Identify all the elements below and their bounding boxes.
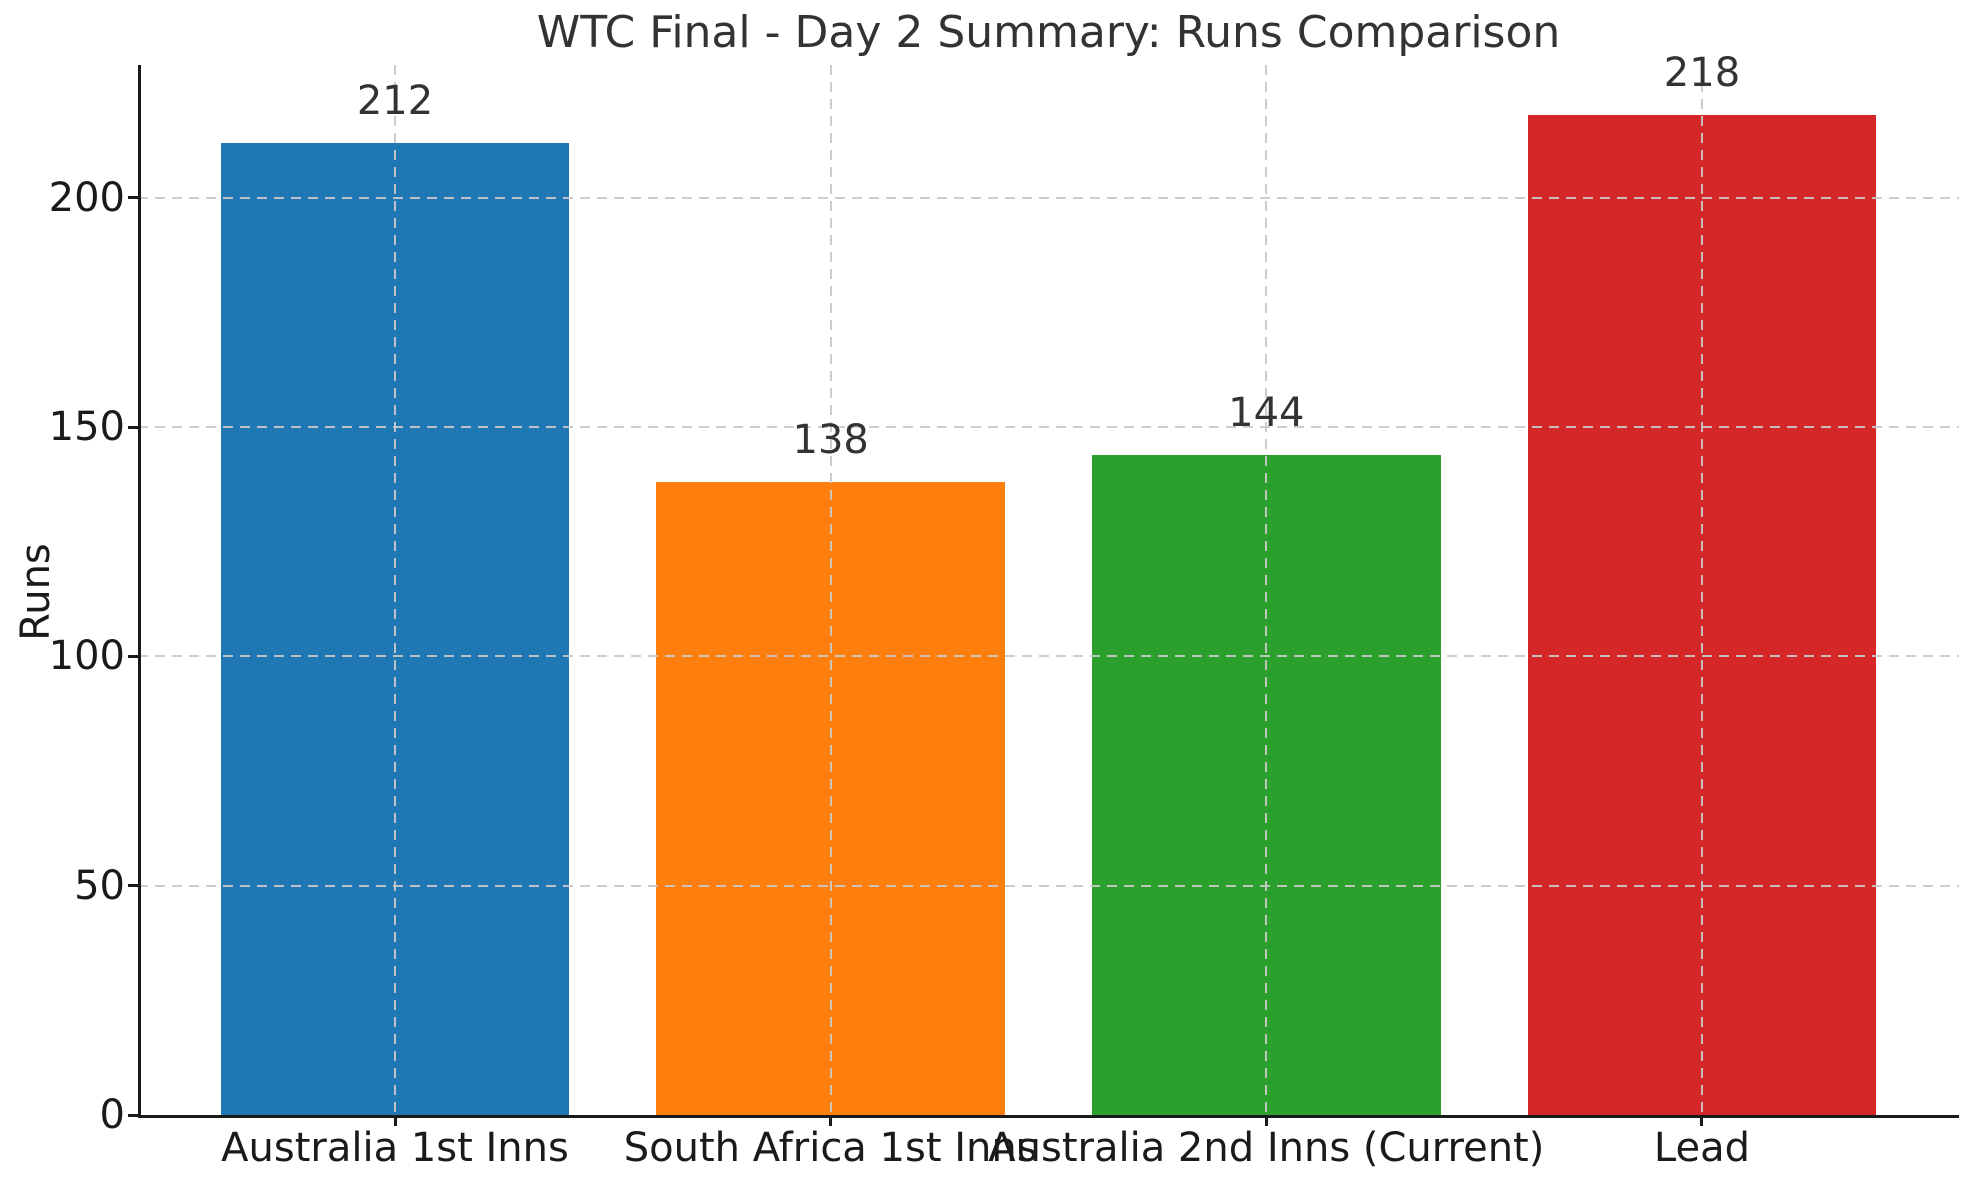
- y-gridline: [138, 884, 1959, 887]
- y-tick-mark: [128, 654, 138, 658]
- x-tick-label: South Africa 1st Inns: [623, 1125, 1038, 1171]
- x-tick-label: Lead: [1653, 1125, 1751, 1171]
- x-axis-spine: [138, 1115, 1959, 1118]
- chart-title: WTC Final - Day 2 Summary: Runs Comparis…: [536, 7, 1561, 58]
- bar-value-label: 144: [1228, 389, 1305, 436]
- y-tick-label: 200: [48, 174, 125, 221]
- y-gridline: [138, 426, 1959, 429]
- y-tick-label: 50: [74, 862, 125, 909]
- x-gridline: [1265, 65, 1268, 1115]
- x-tick-mark: [393, 1116, 397, 1126]
- y-tick-mark: [128, 884, 138, 888]
- y-gridline: [138, 655, 1959, 658]
- x-gridline: [829, 65, 832, 1115]
- x-gridline: [1700, 65, 1703, 1115]
- x-tick-mark: [1700, 1116, 1704, 1126]
- x-tick-label: Australia 2nd Inns (Current): [988, 1125, 1545, 1171]
- y-gridline: [138, 196, 1959, 199]
- bar-value-label: 212: [356, 77, 434, 124]
- y-tick-label: 100: [48, 633, 125, 680]
- y-tick-label: 0: [99, 1092, 125, 1138]
- bar-value-label: 218: [1663, 50, 1741, 97]
- x-tick-mark: [829, 1116, 833, 1126]
- x-gridline: [394, 65, 397, 1115]
- y-tick-mark: [128, 425, 138, 429]
- y-tick-label: 150: [48, 404, 125, 451]
- plot-area: [138, 65, 1959, 1115]
- y-axis-spine: [138, 65, 141, 1118]
- y-axis-label: Runs: [13, 543, 59, 641]
- x-tick-mark: [1264, 1116, 1268, 1126]
- x-tick-label: Australia 1st Inns: [221, 1125, 569, 1171]
- y-tick-mark: [128, 1113, 138, 1117]
- y-tick-mark: [128, 196, 138, 200]
- bar-value-label: 138: [792, 417, 869, 464]
